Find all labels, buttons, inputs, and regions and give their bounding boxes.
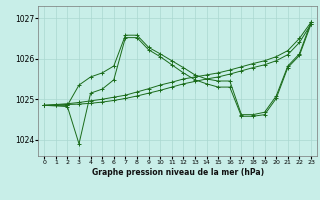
X-axis label: Graphe pression niveau de la mer (hPa): Graphe pression niveau de la mer (hPa) xyxy=(92,168,264,177)
